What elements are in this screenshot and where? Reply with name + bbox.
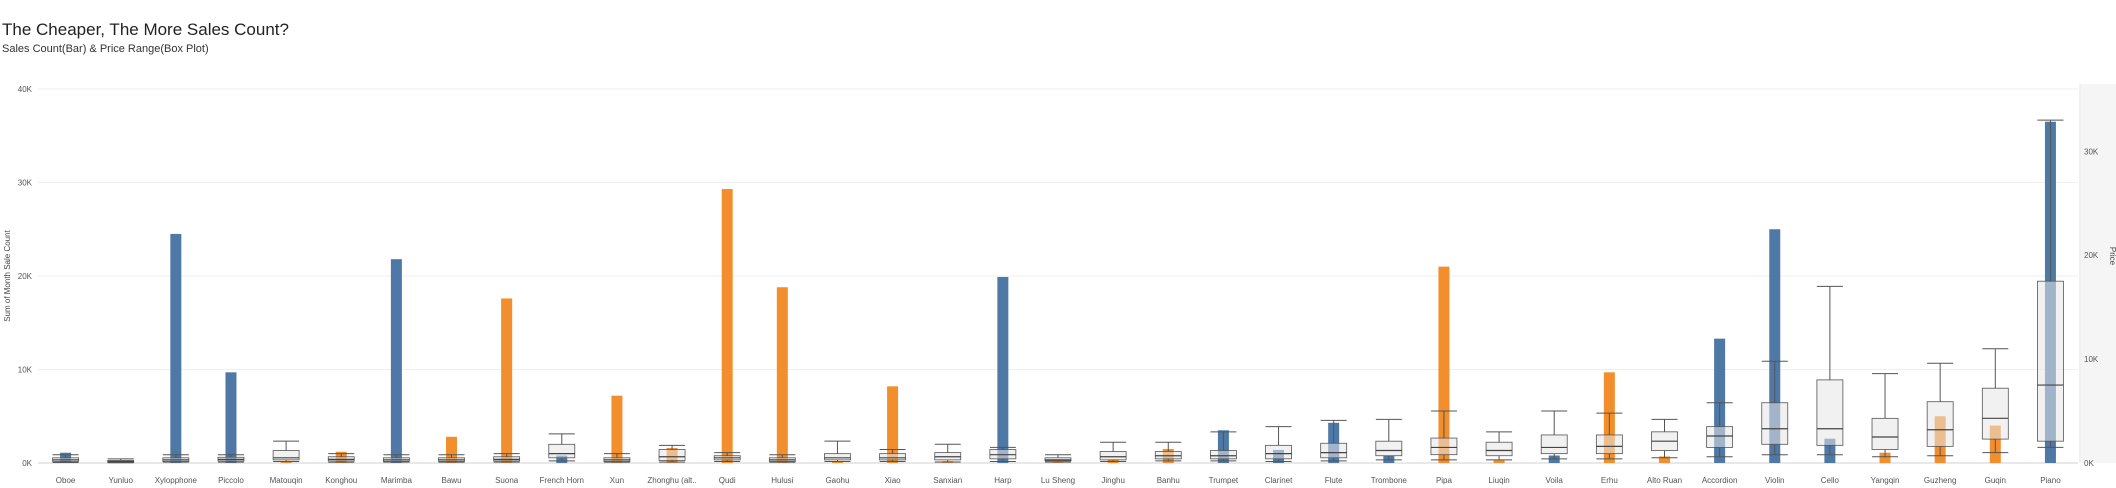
bar	[831, 461, 843, 463]
category-label: Banhu	[1157, 476, 1180, 485]
bar	[1052, 462, 1064, 463]
category-label: Yangqin	[1871, 476, 1900, 485]
category-label: Flute	[1325, 476, 1343, 485]
bar	[280, 461, 292, 463]
bar	[1658, 456, 1670, 463]
bar	[887, 386, 899, 463]
y2-tick-label: 10K	[2084, 355, 2099, 364]
category-label: Erhu	[1601, 476, 1618, 485]
box-iqr	[1816, 379, 1844, 446]
category-label: Yunluo	[108, 476, 133, 485]
box-iqr	[548, 443, 576, 459]
bar	[1438, 266, 1450, 463]
bar	[501, 298, 513, 463]
y-axis-right: 0K 10K 20K 30K	[2084, 147, 2099, 468]
y-tick-label: 30K	[18, 179, 33, 188]
box-iqr	[272, 450, 300, 461]
bar	[611, 395, 623, 463]
category-label: Harp	[994, 476, 1012, 485]
box-iqr	[879, 453, 906, 461]
category-label: Matouqin	[270, 476, 303, 485]
category-label: Liuqin	[1488, 476, 1509, 485]
box-iqr	[1210, 450, 1237, 460]
box-iqr	[1926, 401, 1954, 447]
chart-title: The Cheaper, The More Sales Count?	[2, 20, 289, 39]
box-iqr	[1485, 441, 1513, 457]
category-label: Clarinet	[1265, 476, 1293, 485]
box-iqr	[1981, 387, 2009, 440]
right-axis-panel	[2081, 84, 2116, 463]
category-label: Voila	[1546, 476, 1564, 485]
box-iqr	[1540, 434, 1568, 455]
boxplots-group	[52, 119, 2064, 464]
category-label: Qudi	[719, 476, 736, 485]
category-label: Guqin	[1985, 476, 2006, 485]
bar	[721, 189, 733, 464]
category-label: Violin	[1765, 476, 1784, 485]
bar	[446, 436, 458, 463]
category-label: Pipa	[1436, 476, 1453, 485]
chart-subtitle: Sales Count(Bar) & Price Range(Box Plot)	[2, 43, 209, 55]
box-iqr	[2037, 280, 2064, 442]
bar	[997, 276, 1009, 463]
y-tick-label: 10K	[18, 366, 33, 375]
category-label: Gaohu	[825, 476, 849, 485]
y2-tick-label: 30K	[2084, 147, 2099, 156]
bar	[1714, 338, 1726, 463]
category-label: Hulusi	[771, 476, 793, 485]
bar	[390, 259, 402, 463]
box-iqr	[658, 449, 686, 461]
category-label: Marimba	[381, 476, 413, 485]
box-iqr	[1595, 434, 1623, 455]
box-iqr	[1265, 444, 1292, 460]
category-label: Oboe	[56, 476, 76, 485]
y-tick-label: 20K	[18, 272, 33, 281]
bar	[776, 287, 788, 463]
category-label: Suona	[495, 476, 519, 485]
bar	[225, 372, 237, 463]
box-iqr	[824, 453, 851, 461]
bar	[1769, 229, 1781, 463]
y-tick-label: 40K	[18, 85, 33, 94]
category-label: Xiao	[885, 476, 902, 485]
box-iqr	[1320, 442, 1348, 459]
box-iqr	[1706, 426, 1734, 448]
category-label: Xylopphone	[155, 476, 198, 485]
category-label: Trumpet	[1209, 476, 1239, 485]
category-label: Trombone	[1371, 476, 1408, 485]
category-label: Xun	[610, 476, 624, 485]
bars-group	[60, 121, 2056, 464]
bar	[1493, 460, 1505, 463]
category-label: Zhonghu (alt..	[647, 476, 696, 485]
box-iqr	[1099, 451, 1127, 461]
category-label: Alto Ruan	[1647, 476, 1682, 485]
y2-tick-label: 0K	[2084, 459, 2094, 468]
box-iqr	[1761, 402, 1789, 445]
category-label: Cello	[1821, 476, 1840, 485]
category-label: Sanxian	[933, 476, 962, 485]
box-iqr	[1871, 417, 1899, 450]
y-tick-label: 0K	[22, 459, 32, 468]
bar	[1879, 452, 1891, 463]
box-iqr	[1375, 440, 1403, 457]
category-label: Jinghu	[1101, 476, 1125, 485]
category-label: Bawu	[442, 476, 462, 485]
y2-tick-label: 20K	[2084, 251, 2099, 260]
category-label: Accordion	[1702, 476, 1738, 485]
y-axis-left: 0K 10K 20K 30K 40K	[18, 85, 33, 468]
category-label: Piano	[2040, 476, 2061, 485]
gridlines	[38, 84, 2116, 464]
y2-axis-label: Price	[2108, 247, 2116, 266]
box-iqr	[1430, 437, 1458, 456]
category-label: Lu Sheng	[1041, 476, 1075, 485]
category-label: Konghou	[325, 476, 357, 485]
y-axis-label: Sum of Month Sale Count	[3, 229, 12, 321]
category-label: French Horn	[540, 476, 584, 485]
bar	[170, 233, 182, 463]
category-label: Piccolo	[218, 476, 244, 485]
x-axis: Oboe Yunluo Xylopphone Piccolo Matouqin Kongh…	[56, 476, 2061, 485]
category-label: Guzheng	[1924, 476, 1956, 485]
